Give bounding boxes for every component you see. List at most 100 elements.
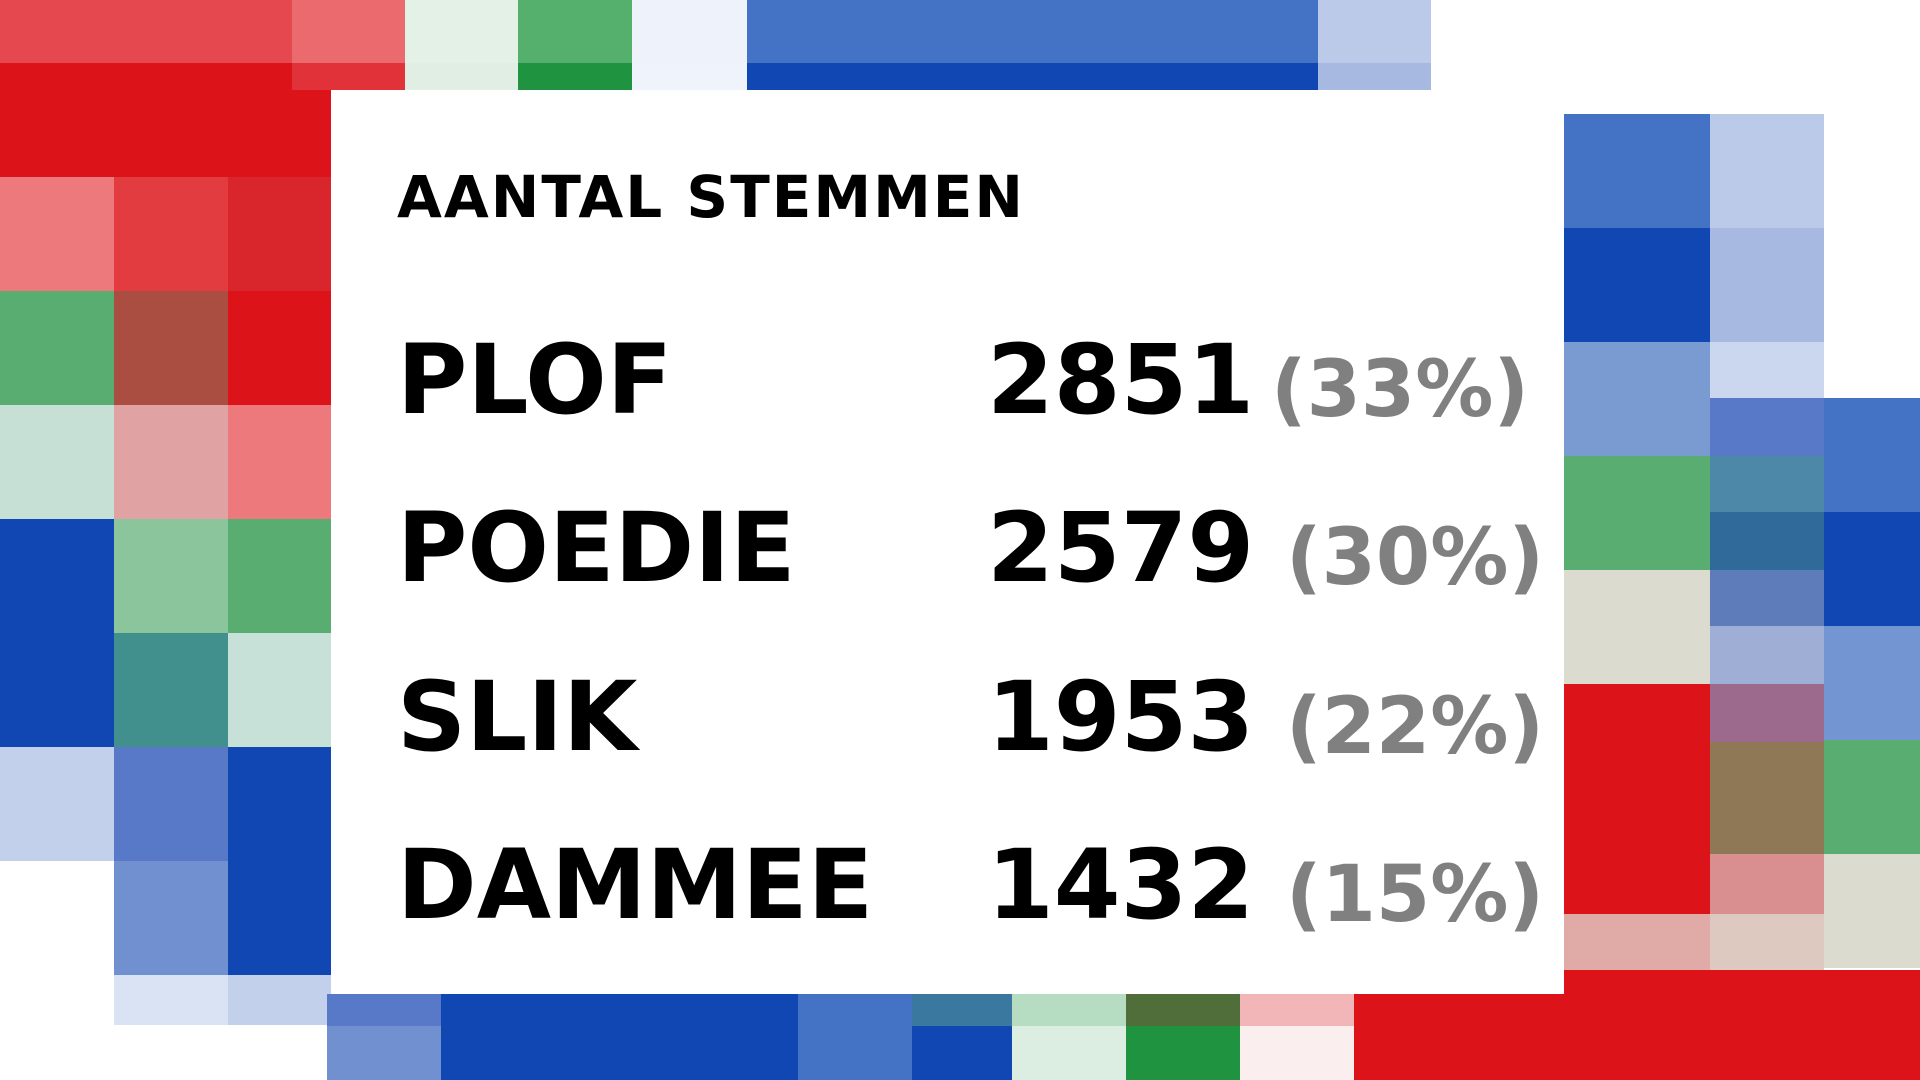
mosaic-tile — [114, 747, 228, 861]
mosaic-tile — [114, 633, 228, 747]
mosaic-tile — [0, 633, 114, 747]
mosaic-tile — [1318, 63, 1431, 90]
mosaic-tile — [1012, 994, 1126, 1026]
mosaic-tile — [0, 519, 114, 633]
mosaic-tile — [632, 0, 747, 63]
mosaic-tile — [747, 0, 1318, 63]
vote-count: 1953 — [987, 661, 1255, 773]
mosaic-tile — [405, 0, 518, 63]
mosaic-tile — [228, 519, 331, 633]
mosaic-tile — [441, 1026, 798, 1080]
mosaic-tile — [1240, 994, 1354, 1026]
mosaic-tile — [114, 291, 228, 405]
mosaic-tile — [0, 63, 292, 90]
mosaic-tile — [228, 405, 331, 519]
mosaic-tile — [798, 994, 912, 1026]
result-row-slik: SLIK 1953 (22%) — [331, 657, 1564, 777]
vote-count: 1432 — [987, 829, 1255, 941]
mosaic-tile — [683, 994, 798, 1026]
party-name: POEDIE — [397, 492, 796, 604]
vote-percentage: (22%) — [1286, 682, 1544, 772]
mosaic-tile — [1564, 914, 1710, 970]
mosaic-tile — [518, 0, 632, 63]
mosaic-tile — [292, 63, 405, 90]
result-row-dammee: DAMMEE 1432 (15%) — [331, 825, 1564, 945]
chart-title: AANTAL STEMMEN — [397, 163, 1025, 231]
vote-count: 2579 — [987, 492, 1255, 604]
mosaic-tile — [747, 63, 1318, 90]
mosaic-tile — [1012, 1026, 1126, 1080]
mosaic-tile — [0, 405, 114, 519]
mosaic-tile — [228, 747, 331, 861]
mosaic-tile — [632, 63, 747, 90]
results-card: AANTAL STEMMEN PLOF 2851 (33%) POEDIE 25… — [331, 90, 1564, 994]
mosaic-tile — [1126, 1026, 1240, 1080]
vote-percentage: (33%) — [1271, 345, 1529, 435]
mosaic-tile — [518, 63, 632, 90]
mosaic-tile — [798, 1026, 912, 1080]
mosaic-tile — [114, 405, 228, 519]
mosaic-tile — [1710, 626, 1824, 684]
mosaic-tile — [1710, 512, 1824, 570]
mosaic-tile — [912, 1026, 1026, 1080]
mosaic-tile — [114, 519, 228, 633]
mosaic-tile — [1710, 228, 1824, 342]
mosaic-tile — [228, 1025, 331, 1080]
result-row-poedie: POEDIE 2579 (30%) — [331, 488, 1564, 608]
mosaic-tile — [1710, 914, 1824, 970]
mosaic-tile — [1354, 1026, 1920, 1080]
mosaic-tile — [1824, 740, 1920, 854]
vote-percentage: (15%) — [1286, 850, 1544, 940]
mosaic-tile — [1240, 1026, 1354, 1080]
mosaic-tile — [228, 975, 331, 1025]
mosaic-tile — [0, 0, 292, 63]
mosaic-tile — [228, 633, 331, 747]
mosaic-tile — [1564, 228, 1710, 342]
result-row-plof: PLOF 2851 (33%) — [331, 320, 1564, 440]
mosaic-tile — [1710, 398, 1824, 456]
mosaic-tile — [327, 1026, 441, 1080]
mosaic-tile — [912, 994, 1026, 1026]
mosaic-tile — [292, 90, 331, 177]
mosaic-tile — [114, 177, 228, 291]
mosaic-tile — [1710, 342, 1824, 398]
mosaic-tile — [228, 861, 331, 975]
party-name: PLOF — [397, 324, 673, 436]
mosaic-tile — [1710, 570, 1824, 626]
mosaic-tile — [1354, 994, 1920, 1026]
mosaic-tile — [1824, 512, 1920, 626]
mosaic-tile — [441, 994, 683, 1026]
mosaic-tile — [1564, 342, 1710, 456]
mosaic-tile — [1824, 854, 1920, 968]
mosaic-tile — [1564, 570, 1710, 684]
mosaic-tile — [0, 861, 114, 975]
mosaic-tile — [114, 1025, 228, 1080]
mosaic-tile — [1318, 0, 1431, 63]
mosaic-tile — [0, 177, 114, 291]
mosaic-tile — [1564, 456, 1710, 570]
vote-percentage: (30%) — [1286, 513, 1544, 603]
mosaic-tile — [0, 747, 114, 861]
mosaic-tile — [405, 63, 518, 90]
mosaic-tile — [1710, 742, 1824, 854]
mosaic-tile — [1710, 854, 1824, 914]
mosaic-tile — [0, 291, 114, 405]
mosaic-tile — [1126, 994, 1240, 1026]
mosaic-tile — [1710, 684, 1824, 742]
mosaic-tile — [1564, 114, 1710, 228]
mosaic-tile — [0, 90, 292, 177]
mosaic-tile — [1564, 970, 1920, 994]
mosaic-tile — [228, 291, 331, 405]
party-name: DAMMEE — [397, 829, 874, 941]
mosaic-tile — [1710, 456, 1824, 512]
mosaic-tile — [114, 975, 228, 1025]
mosaic-tile — [114, 861, 228, 975]
mosaic-tile — [1824, 398, 1920, 512]
mosaic-tile — [1824, 626, 1920, 740]
mosaic-tile — [228, 177, 331, 291]
mosaic-tile — [1564, 684, 1710, 914]
party-name: SLIK — [397, 661, 638, 773]
mosaic-tile — [292, 0, 405, 63]
mosaic-tile — [327, 994, 441, 1026]
